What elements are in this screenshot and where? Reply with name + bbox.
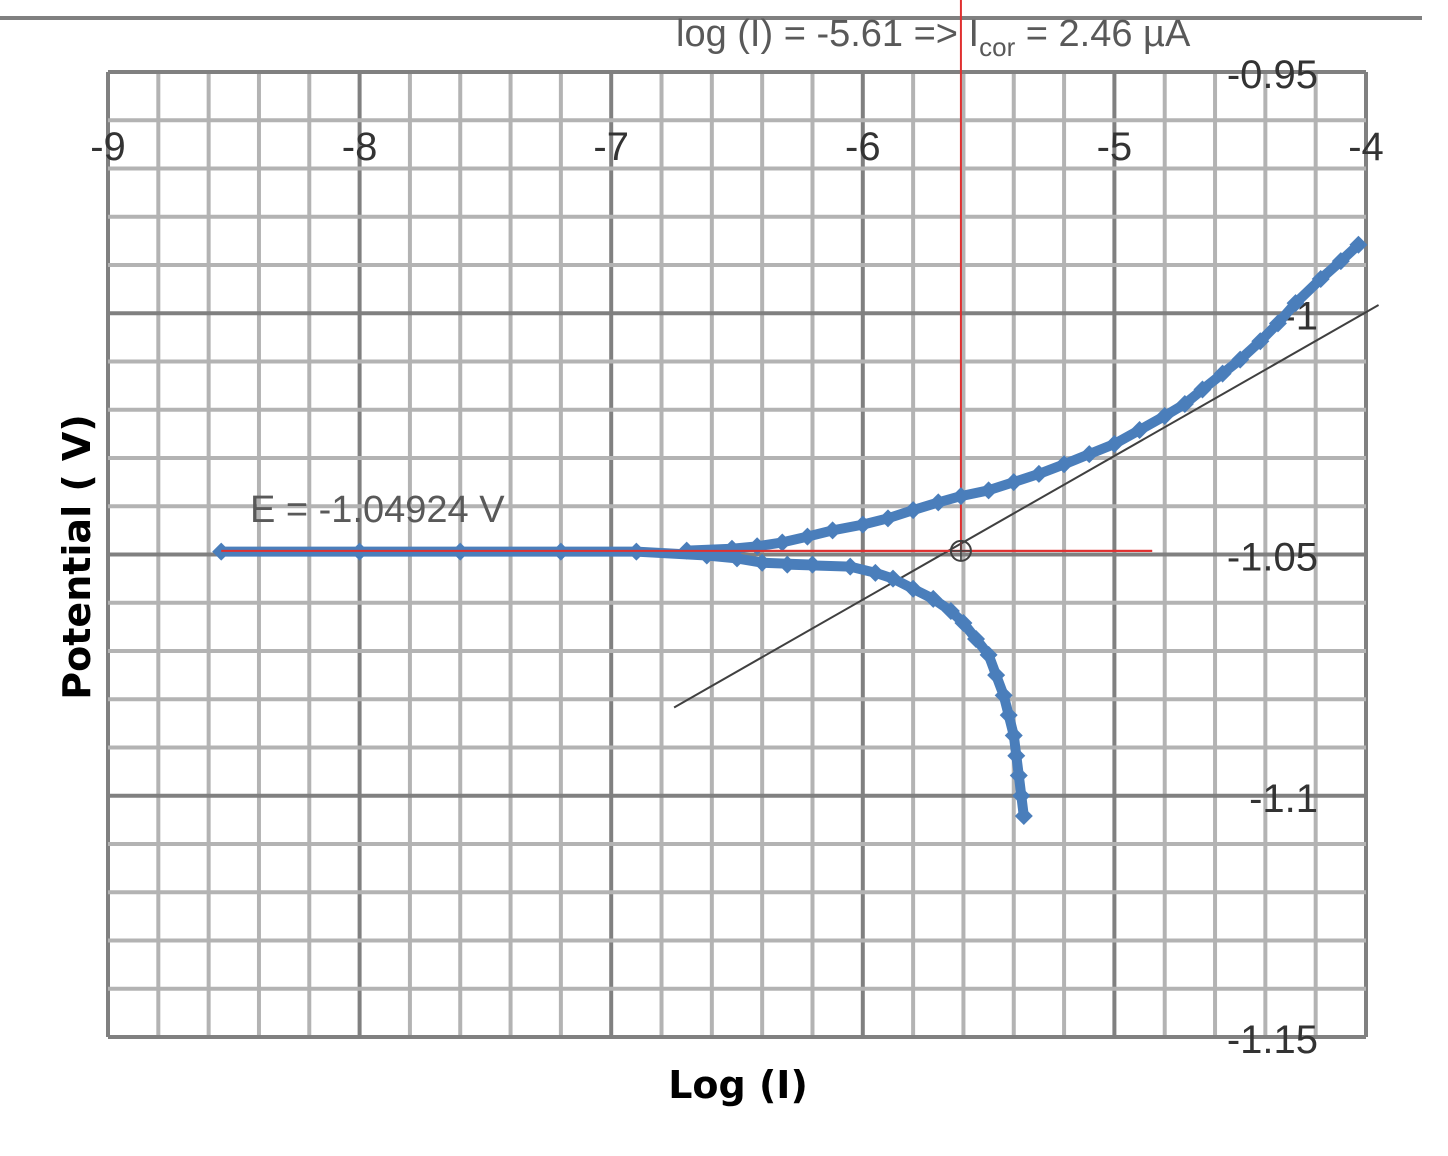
data-point bbox=[753, 553, 772, 572]
data-point bbox=[841, 557, 860, 576]
data-point bbox=[1213, 364, 1232, 383]
data-point bbox=[1055, 455, 1074, 474]
data-point bbox=[1029, 464, 1048, 483]
data-point bbox=[1331, 252, 1350, 271]
data-point bbox=[1231, 350, 1250, 369]
data-point bbox=[994, 686, 1013, 705]
data-point bbox=[1105, 435, 1124, 454]
y-tick-label: -1.15 bbox=[1227, 1018, 1318, 1062]
data-point bbox=[979, 481, 998, 500]
x-tick-label: -7 bbox=[593, 125, 629, 169]
data-point bbox=[1007, 746, 1026, 765]
x-tick-label: -4 bbox=[1348, 125, 1384, 169]
icorr-annotation: log (I) = -5.61 => Icor = 2.46 µA bbox=[676, 13, 1191, 62]
x-tick-label: -9 bbox=[90, 125, 126, 169]
data-point bbox=[803, 555, 822, 574]
data-point bbox=[1155, 407, 1174, 426]
data-point bbox=[999, 706, 1018, 725]
data-point bbox=[951, 487, 970, 506]
data-point bbox=[1130, 421, 1149, 440]
y-tick-label: -0.95 bbox=[1227, 53, 1318, 97]
icorr-annotation-subscript: cor bbox=[979, 32, 1015, 62]
data-point bbox=[1012, 786, 1031, 805]
data-point bbox=[904, 501, 923, 520]
icorr-annotation-suffix: = 2.46 µA bbox=[1015, 13, 1191, 55]
data-point bbox=[773, 533, 792, 552]
data-point bbox=[941, 601, 960, 620]
data-point bbox=[883, 569, 902, 588]
data-point bbox=[1004, 473, 1023, 492]
data-point bbox=[967, 629, 986, 648]
data-point bbox=[987, 666, 1006, 685]
data-point bbox=[1311, 269, 1330, 288]
y-axis-title: Potential ( V) bbox=[55, 414, 99, 699]
data-point bbox=[798, 527, 817, 546]
data-point bbox=[1175, 394, 1194, 413]
x-tick-label: -5 bbox=[1097, 125, 1133, 169]
x-tick-label: -6 bbox=[845, 125, 881, 169]
data-point bbox=[878, 509, 897, 528]
data-point bbox=[1080, 445, 1099, 464]
x-axis-title: Log (I) bbox=[668, 1063, 808, 1107]
data-point bbox=[1251, 332, 1270, 351]
data-point bbox=[866, 563, 885, 582]
data-point bbox=[924, 589, 943, 608]
data-point bbox=[728, 549, 746, 568]
data-point bbox=[1009, 766, 1028, 785]
data-point bbox=[979, 645, 998, 664]
data-series bbox=[212, 235, 1368, 826]
y-tick-label: -1.1 bbox=[1249, 777, 1318, 821]
data-point bbox=[929, 493, 948, 512]
data-point bbox=[1349, 235, 1368, 254]
data-point bbox=[1014, 807, 1033, 826]
icorr-annotation-prefix: log (I) = -5.61 => I bbox=[676, 13, 979, 55]
data-point bbox=[1193, 380, 1212, 399]
data-point bbox=[853, 515, 872, 534]
data-point bbox=[1268, 314, 1287, 333]
tangent-line bbox=[673, 304, 1380, 709]
data-point bbox=[1004, 726, 1023, 745]
series-line-cathodic bbox=[221, 546, 1029, 817]
ecorr-annotation: E = -1.04924 V bbox=[250, 489, 505, 531]
x-tick-label: -8 bbox=[342, 125, 378, 169]
data-point bbox=[778, 555, 797, 574]
data-point bbox=[954, 614, 973, 633]
data-point bbox=[904, 579, 923, 598]
data-point bbox=[823, 521, 842, 540]
data-point bbox=[1286, 294, 1305, 313]
y-tick-label: -1.05 bbox=[1227, 536, 1318, 580]
